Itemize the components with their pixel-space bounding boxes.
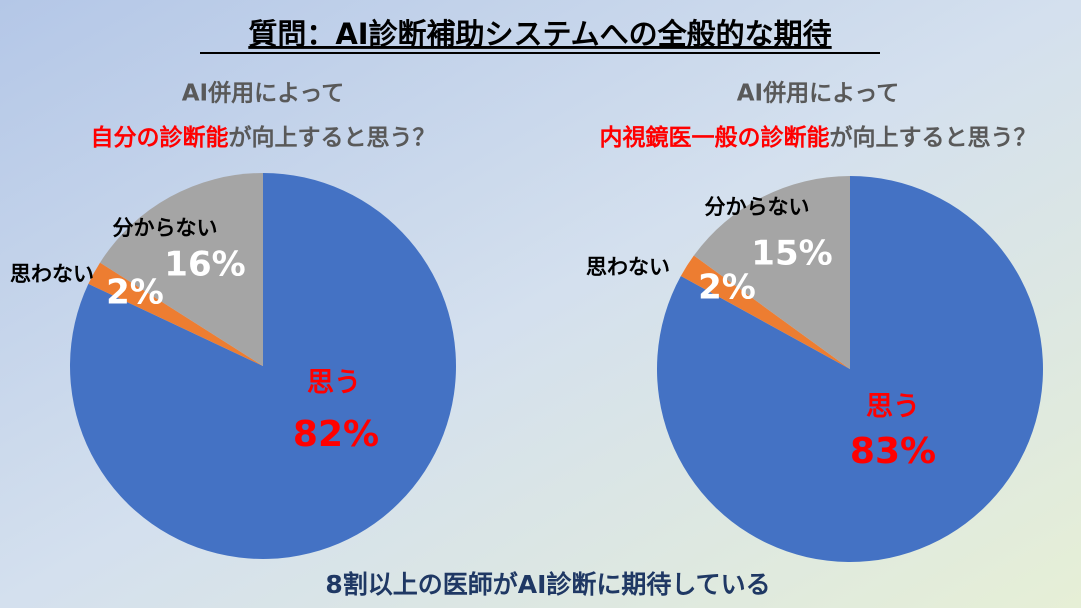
subtitle: AI併用によって (737, 80, 900, 107)
category-label: 思わない (10, 262, 94, 286)
question-highlight: 内視鏡医一般の診断能 (600, 124, 830, 151)
value-label: 2% (698, 268, 756, 308)
value-label: 83% (850, 431, 936, 472)
question: 自分の診断能が向上すると思う？ (91, 124, 436, 151)
pie-slice (100, 173, 263, 366)
question-rest: が向上すると思う？ (229, 124, 436, 151)
question-highlight: 自分の診断能 (91, 124, 229, 151)
category-label: 思う (866, 392, 920, 423)
conclusion: 8割以上の医師がAI診断に期待している (325, 570, 770, 599)
pie-slice (657, 176, 1043, 563)
category-label: 思う (307, 368, 361, 399)
value-label: 2% (106, 273, 164, 313)
value-label: 16% (164, 245, 245, 285)
value-label: 82% (293, 414, 379, 455)
subtitle: AI併用によって (182, 80, 345, 107)
category-label: 分からない (113, 216, 218, 240)
pie-slice (88, 262, 263, 366)
category-label: 分からない (705, 195, 810, 219)
question-rest: が向上すると思う？ (830, 124, 1037, 151)
value-label: 15% (751, 234, 832, 274)
question: 内視鏡医一般の診断能が向上すると思う？ (600, 124, 1037, 151)
pie-slice (680, 255, 850, 369)
category-label: 思わない (586, 255, 670, 279)
title: 質問：AI診断補助システムへの全般的な期待 (248, 17, 831, 51)
pie-slice (693, 176, 850, 369)
